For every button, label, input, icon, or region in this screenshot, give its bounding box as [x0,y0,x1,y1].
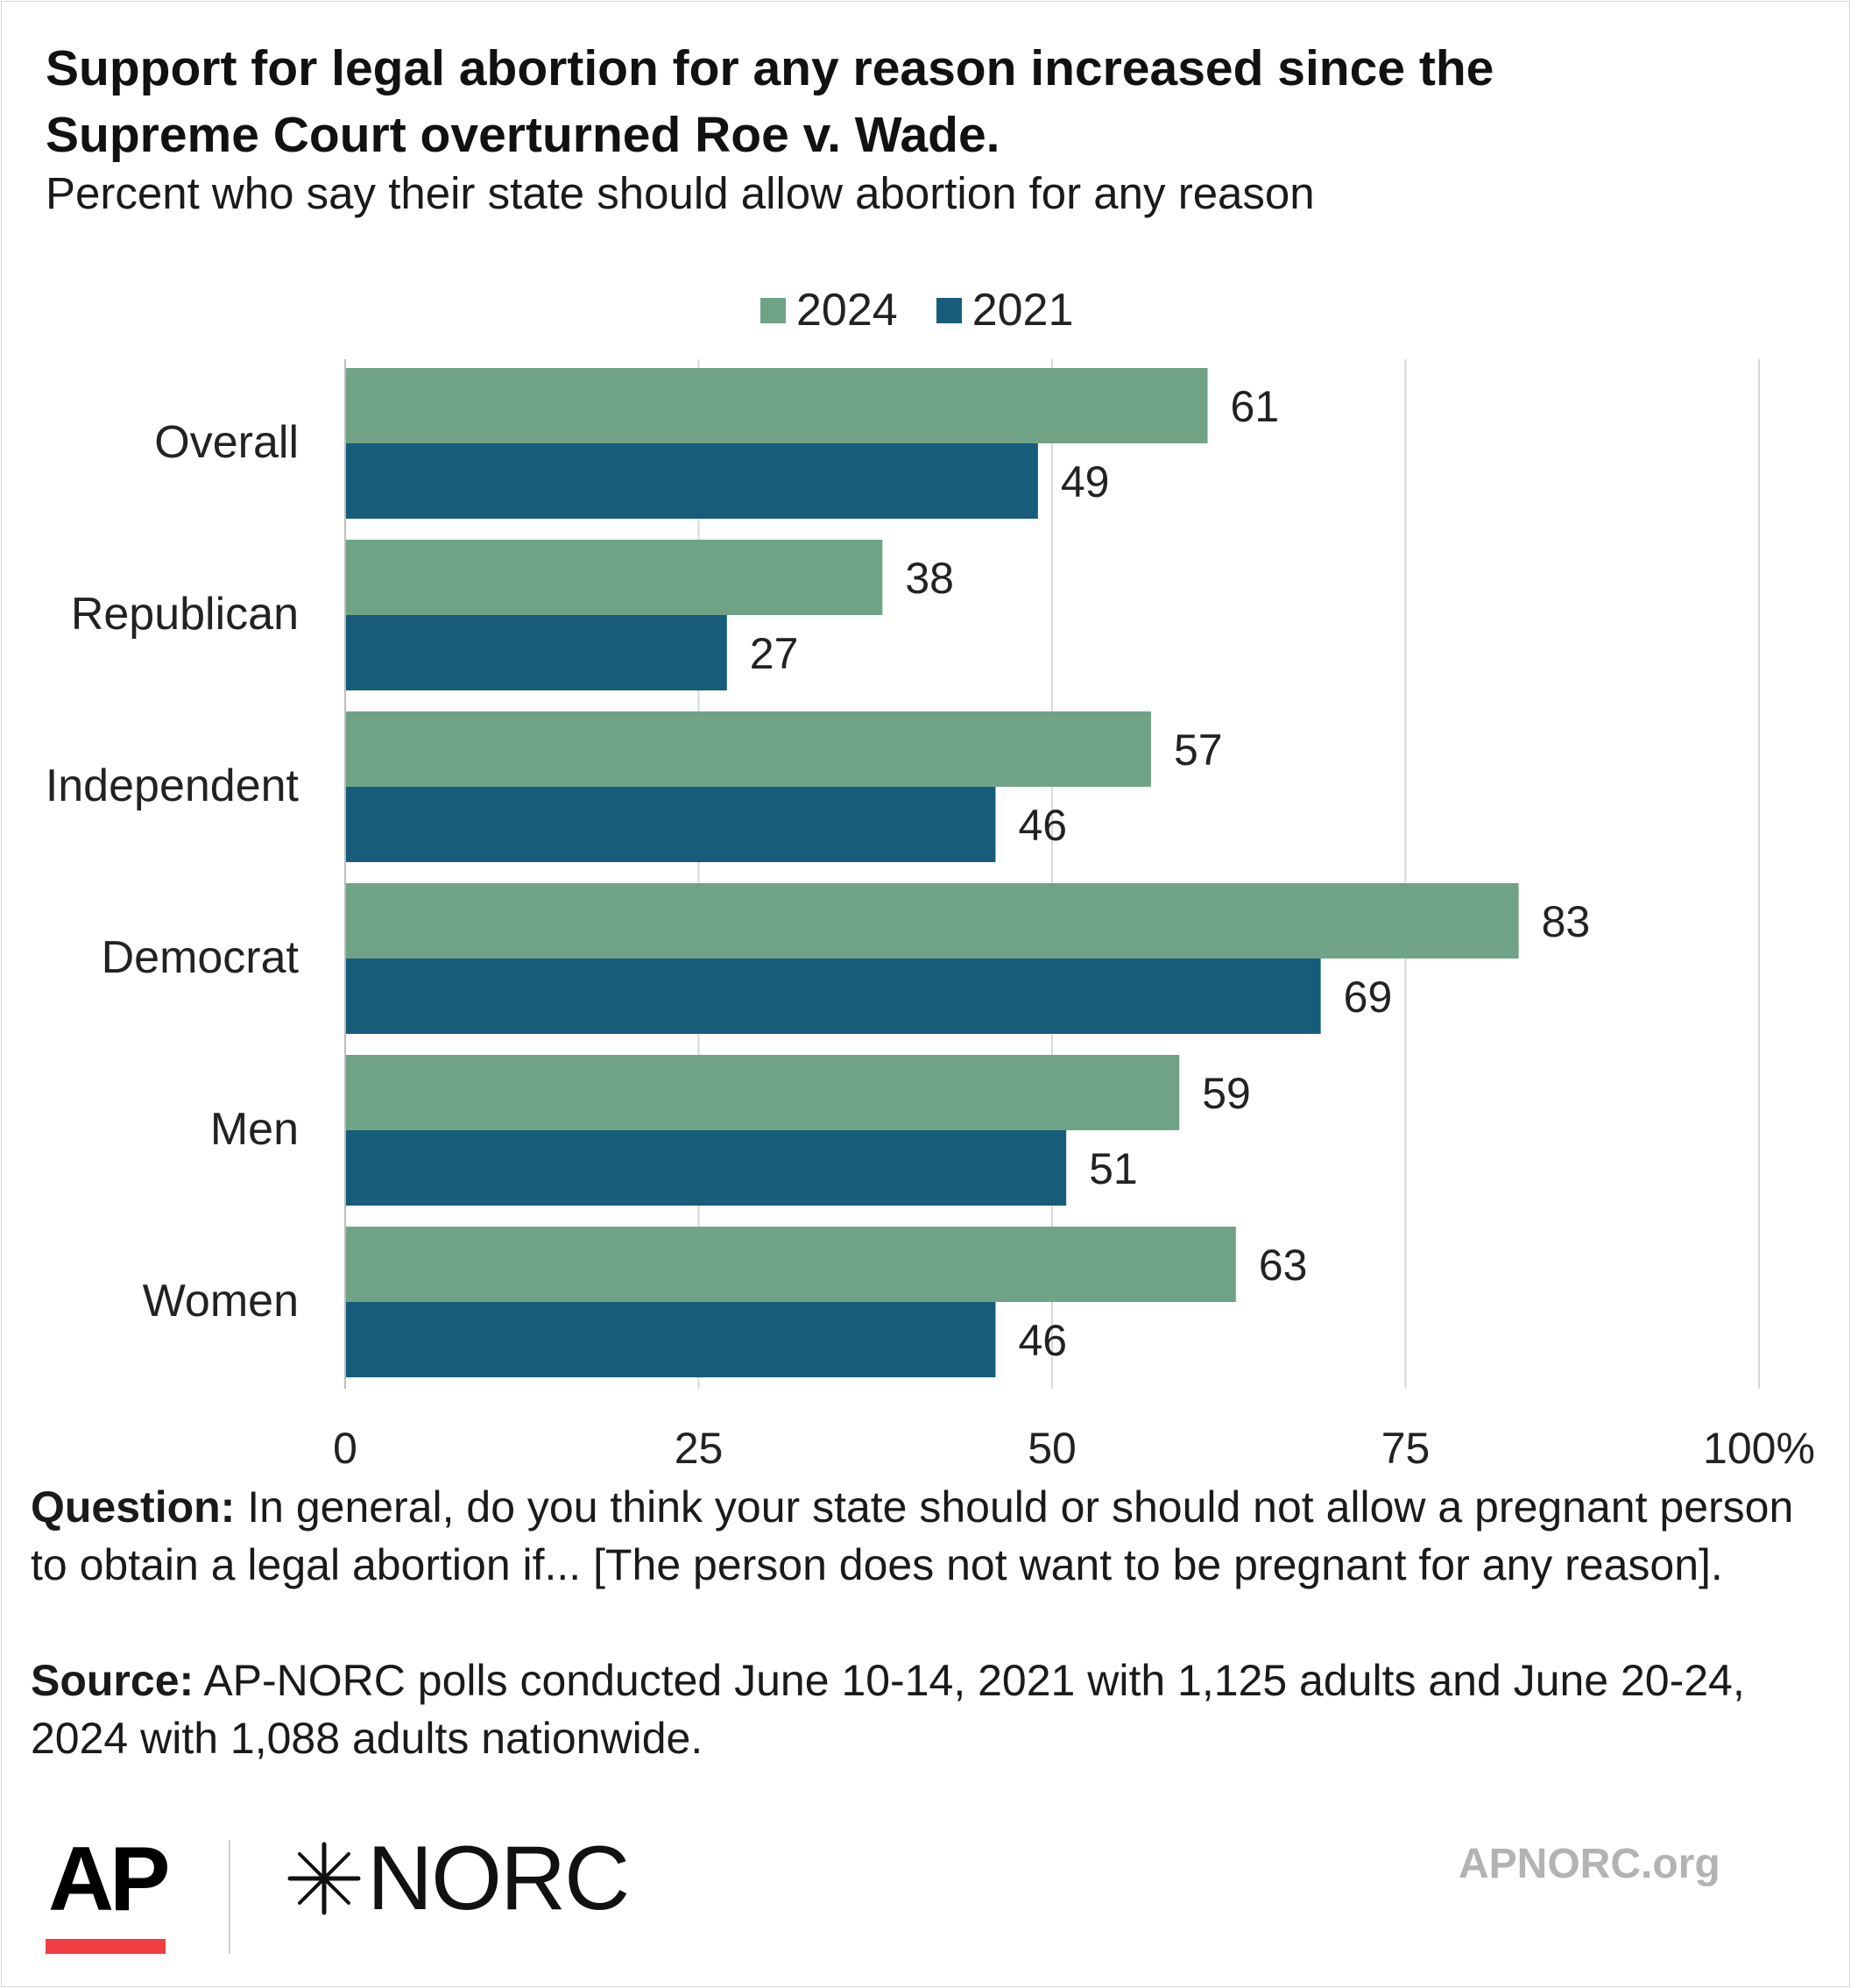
norc-logo: NORC [286,1828,630,1929]
bar-men-2024 [345,1055,1180,1130]
bar-republican-2024 [345,540,883,615]
category-label-women: Women [143,1276,299,1327]
legend-item-2024: 2024 [760,284,898,336]
category-label-overall: Overall [154,417,299,468]
bar-republican-2021 [345,615,727,690]
data-label-women-2021: 46 [1018,1316,1067,1365]
data-label-men-2024: 59 [1202,1069,1251,1118]
data-label-men-2021: 51 [1089,1144,1138,1193]
legend: 2024 2021 [760,282,1112,338]
x-tick-label-50: 50 [1028,1424,1077,1473]
category-label-republican: Republican [71,589,299,640]
source-note: Source: AP-NORC polls conducted June 10-… [31,1652,1800,1767]
ap-logo: AP [48,1829,171,1930]
bar-independent-2021 [345,787,996,862]
x-tick-label-100: 100% [1703,1424,1815,1473]
x-tick-label-75: 75 [1381,1424,1431,1473]
ap-logo-bar [46,1939,166,1954]
source-label: Source: [31,1656,194,1705]
data-label-democrat-2024: 83 [1542,897,1591,946]
website-link[interactable]: APNORC.org [1459,1841,1720,1887]
x-tick-label-25: 25 [675,1424,724,1473]
question-text: In general, do you think your state shou… [31,1482,1794,1589]
legend-label-2021: 2021 [971,285,1074,336]
data-label-republican-2024: 38 [905,554,954,603]
legend-swatch-2024 [760,297,786,323]
source-text: AP-NORC polls conducted June 10-14, 2021… [31,1656,1745,1763]
legend-item-2021: 2021 [936,284,1074,336]
question-label: Question: [31,1482,236,1532]
bar-men-2021 [345,1130,1067,1206]
bar-women-2024 [345,1227,1236,1302]
bar-democrat-2024 [345,883,1519,959]
star-burst-icon [287,1842,361,1915]
bar-women-2021 [345,1302,996,1377]
question-note: Question: In general, do you think your … [31,1478,1800,1594]
data-label-independent-2024: 57 [1174,725,1223,775]
bar-chart: Overall 61 49 Republican 38 27 Independent 57 46… [46,359,1815,1473]
legend-label-2024: 2024 [796,285,898,336]
bar-independent-2024 [345,711,1151,787]
chart-subtitle: Percent who say their state should allow… [46,168,1315,218]
x-tick-label-0: 0 [333,1424,357,1473]
chart-title: Support for legal abortion for any reaso… [46,40,1494,163]
logo-divider [229,1840,230,1954]
data-label-overall-2021: 49 [1061,457,1110,506]
norc-logo-text: NORC [367,1828,630,1929]
data-label-independent-2021: 46 [1018,801,1067,850]
data-label-overall-2024: 61 [1231,382,1280,431]
data-label-women-2024: 63 [1259,1241,1308,1290]
category-label-democrat: Democrat [102,932,300,983]
bar-democrat-2021 [345,959,1321,1034]
data-label-republican-2021: 27 [750,629,799,678]
data-label-democrat-2021: 69 [1344,973,1393,1022]
legend-swatch-2021 [936,297,962,323]
bar-overall-2021 [345,443,1038,519]
bar-overall-2024 [345,368,1208,443]
category-label-independent: Independent [46,761,300,811]
category-label-men: Men [210,1104,299,1155]
